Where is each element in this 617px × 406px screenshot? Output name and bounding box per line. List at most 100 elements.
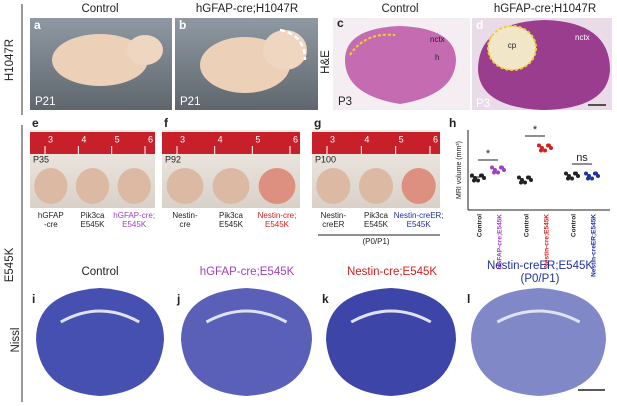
data-point	[570, 176, 574, 181]
caption: cre	[179, 220, 191, 229]
region-label: nctx	[430, 35, 445, 44]
chart-area	[447, 118, 614, 258]
note: (P0/P1)	[362, 237, 389, 246]
data-point	[472, 178, 476, 183]
group-label: Control	[477, 214, 484, 237]
caption: -cre	[44, 220, 58, 229]
brain-section	[345, 26, 456, 104]
row-label: E545K	[4, 247, 16, 282]
ruler-label: 3	[330, 134, 335, 144]
panel-letter: f	[164, 116, 169, 130]
ruler	[312, 132, 440, 154]
brain	[166, 168, 204, 204]
brain	[75, 168, 110, 204]
caption: Nestin-	[172, 211, 198, 220]
panel-letter: h	[449, 116, 456, 130]
region-label: h	[435, 53, 439, 62]
data-point	[539, 148, 543, 153]
data-point	[500, 165, 504, 170]
caption: E545K	[364, 220, 389, 229]
ventricle	[205, 309, 288, 324]
age-label: P92	[165, 154, 181, 164]
caption: E545K	[219, 220, 244, 229]
panel-letter: d	[476, 18, 483, 32]
ruler-label: 5	[255, 134, 260, 144]
group-label: Nestin-creER;E545K	[591, 214, 598, 277]
brain-section	[181, 288, 312, 396]
ruler-label: 4	[364, 134, 369, 144]
data-point	[519, 180, 523, 185]
group-label: Control	[571, 214, 578, 237]
data-point	[584, 171, 588, 176]
group-label: hGFAP-cre;E545K	[497, 214, 504, 270]
ventricle	[496, 309, 581, 324]
panel-header: Control	[81, 266, 118, 278]
panel-header: Nestin-cre;E545K	[347, 266, 437, 278]
caption: creER	[322, 220, 344, 229]
brain-section	[471, 288, 606, 396]
axis-label: MRI volume (mm³)	[456, 141, 463, 199]
data-point	[490, 165, 494, 170]
caption: E545K	[122, 220, 147, 229]
rat	[52, 34, 148, 86]
ruler-label: 6	[293, 134, 298, 144]
stain-label: Nissl	[10, 328, 22, 353]
data-point	[496, 170, 500, 175]
caption: Nestin-	[321, 211, 347, 220]
data-point	[566, 176, 570, 181]
group-label: Control	[524, 214, 531, 237]
age-label: P3	[476, 98, 490, 110]
caption: Pik3ca	[219, 211, 244, 220]
row-label: H1047R	[4, 39, 16, 81]
panel-letter: g	[314, 116, 321, 130]
brain-section	[326, 288, 456, 396]
panel-header: hGFAP-cre;H1047R	[494, 3, 596, 15]
brain	[34, 168, 68, 204]
data-point	[523, 180, 527, 185]
significance: ns	[576, 152, 588, 164]
ruler-label: 6	[433, 134, 438, 144]
ventricle	[350, 309, 432, 324]
data-point	[594, 171, 598, 176]
panel-letter: e	[32, 116, 39, 130]
panel-header: hGFAP-cre;H1047R	[196, 3, 298, 15]
age-label: P21	[35, 96, 55, 108]
panel-header: hGFAP-cre;E545K	[200, 266, 295, 278]
significance: *	[533, 124, 538, 136]
data-point	[547, 143, 551, 148]
brain	[212, 168, 250, 204]
brain	[258, 168, 296, 204]
panel-header: Nestin-creER;E545K	[487, 260, 593, 272]
data-point	[492, 170, 496, 175]
caption: hGFAP	[38, 211, 64, 220]
brain	[401, 168, 436, 204]
caption: E545K	[407, 220, 432, 229]
panel-letter: i	[32, 292, 35, 306]
brain	[316, 168, 351, 204]
region-label: cp	[508, 41, 517, 50]
data-point	[564, 171, 568, 176]
caption: Pik3ca	[80, 211, 105, 220]
panel-header: Control	[381, 3, 418, 15]
group-label: Nestin-cre;E545K	[544, 214, 551, 268]
panel-letter: l	[467, 292, 470, 306]
ruler	[30, 132, 155, 154]
panel-header: Control	[81, 3, 118, 15]
ruler-label: 4	[218, 134, 223, 144]
rat-head	[127, 35, 163, 65]
panel-letter: j	[176, 292, 180, 306]
caption: E545K	[80, 220, 105, 229]
caption: Nestin-creER;	[394, 211, 444, 220]
brain-section	[36, 288, 164, 396]
stain-label: H&E	[320, 50, 332, 74]
data-point	[586, 176, 590, 181]
caption: E545K	[265, 220, 290, 229]
ventricle	[60, 309, 140, 324]
data-point	[517, 175, 521, 180]
caption: Pik3ca	[364, 211, 389, 220]
caption: hGFAP-cre;	[113, 211, 155, 220]
data-point	[537, 143, 541, 148]
age-label: P35	[33, 154, 49, 164]
panel-header: (P0/P1)	[521, 273, 560, 285]
